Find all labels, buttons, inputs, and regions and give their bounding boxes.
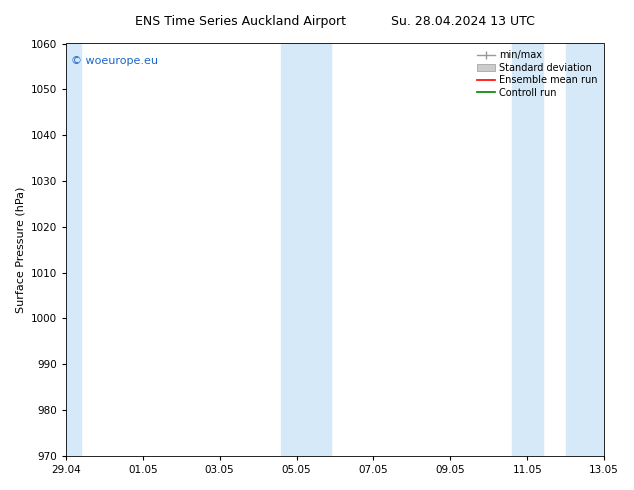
Bar: [66, 44, 81, 456]
Text: © woeurope.eu: © woeurope.eu: [71, 56, 158, 66]
Legend: min/max, Standard deviation, Ensemble mean run, Controll run: min/max, Standard deviation, Ensemble me…: [474, 47, 601, 101]
Bar: [312, 44, 331, 456]
Bar: [566, 44, 604, 456]
Bar: [281, 44, 312, 456]
Y-axis label: Surface Pressure (hPa): Surface Pressure (hPa): [15, 187, 25, 313]
Text: Su. 28.04.2024 13 UTC: Su. 28.04.2024 13 UTC: [391, 15, 534, 28]
Text: ENS Time Series Auckland Airport: ENS Time Series Auckland Airport: [136, 15, 346, 28]
Bar: [512, 44, 543, 456]
